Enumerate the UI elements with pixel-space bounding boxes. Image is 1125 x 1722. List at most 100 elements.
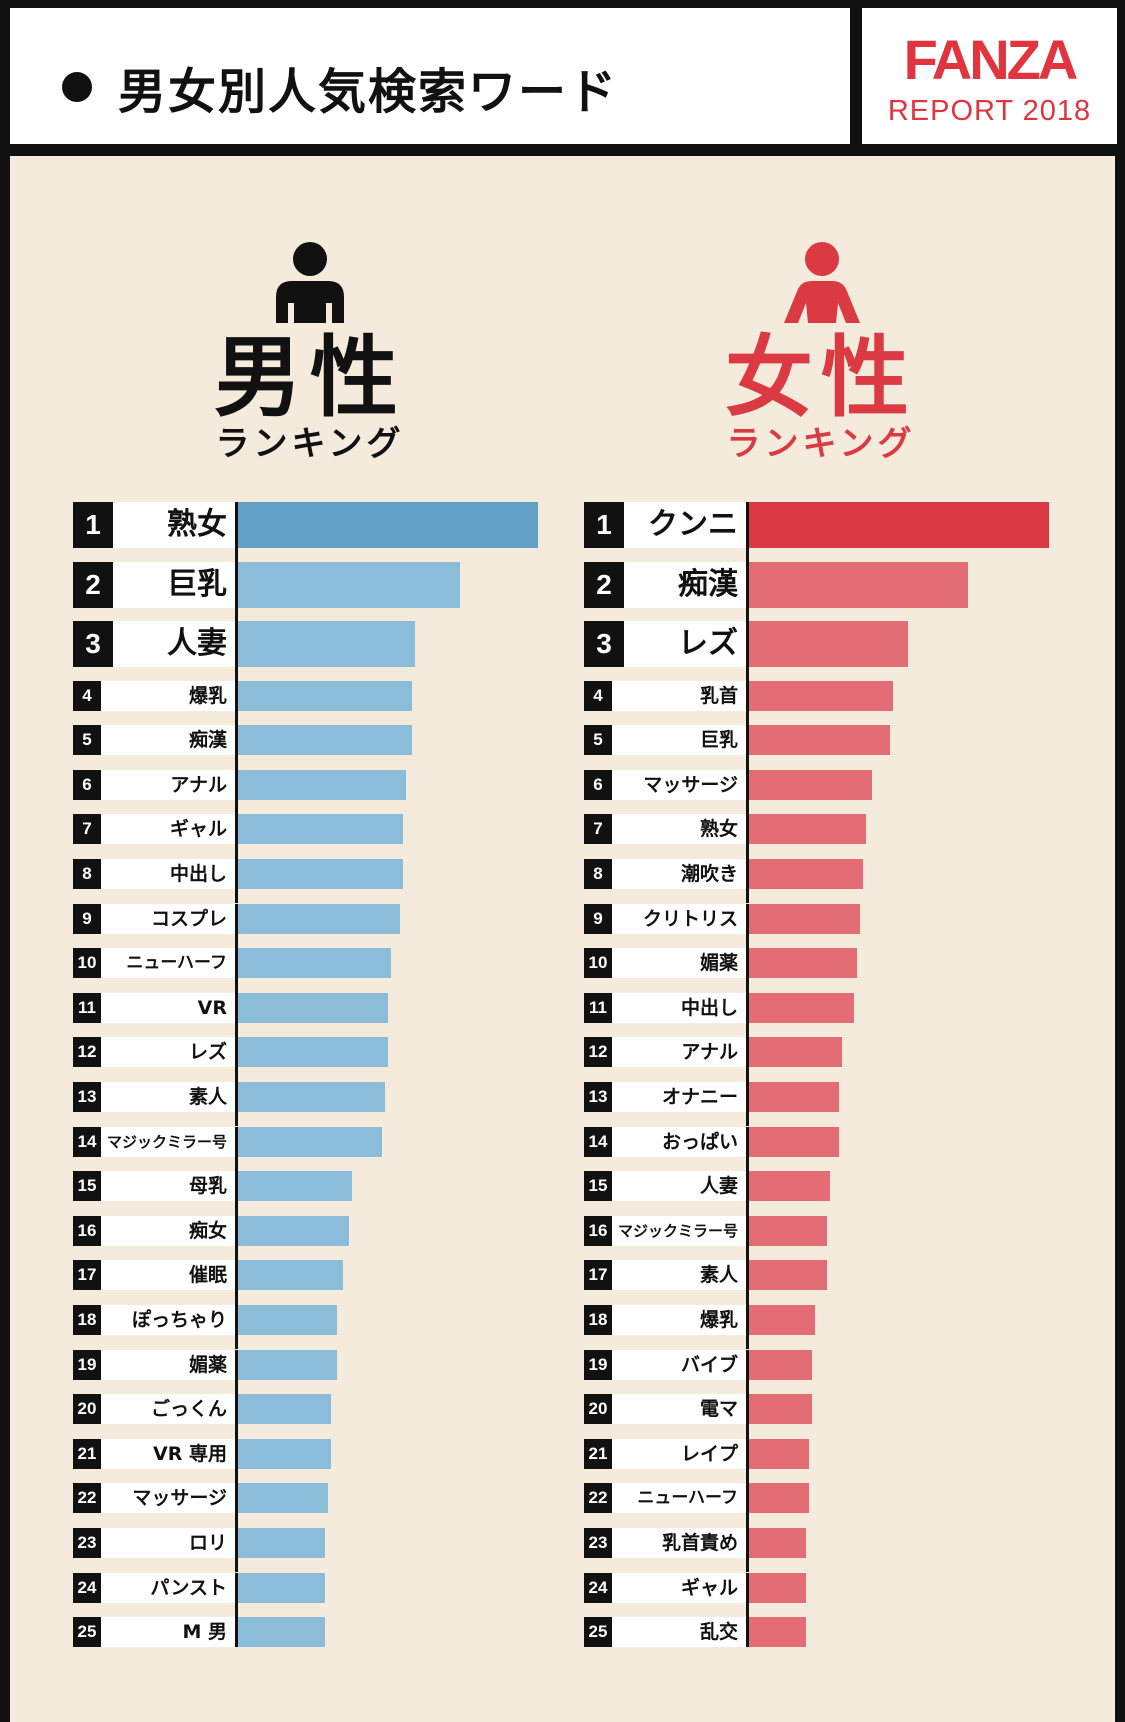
category-label: 乱交 xyxy=(612,1617,746,1648)
male-bar xyxy=(238,903,400,934)
category-label: 巨乳 xyxy=(113,561,235,608)
female-rank-row: 8 潮吹き xyxy=(584,858,1125,904)
female-bar xyxy=(749,561,968,608)
axis-line xyxy=(746,814,749,859)
male-bar xyxy=(238,858,403,889)
male-rank-row: 17 催眠 xyxy=(73,1260,673,1305)
male-bar xyxy=(238,1037,388,1068)
rank-number: 8 xyxy=(584,858,612,889)
rank-number: 9 xyxy=(73,903,101,934)
rank-number: 19 xyxy=(584,1349,612,1380)
category-label: 巨乳 xyxy=(612,725,746,756)
male-subheading: ランキング xyxy=(215,424,405,464)
male-bar xyxy=(238,725,412,756)
rank-number: 5 xyxy=(73,725,101,756)
axis-line xyxy=(235,725,238,770)
category-label: 爆乳 xyxy=(101,680,235,711)
female-bar xyxy=(749,1215,827,1246)
female-rank-row: 1 クンニ xyxy=(584,502,1125,562)
rank-number: 17 xyxy=(584,1260,612,1291)
rank-number: 13 xyxy=(584,1081,612,1112)
male-bar xyxy=(238,1394,331,1425)
category-label: ニューハーフ xyxy=(101,948,235,979)
male-rank-row: 9 コスプレ xyxy=(73,903,673,949)
female-bar xyxy=(749,1483,809,1514)
rank-number: 10 xyxy=(73,948,101,979)
category-label: 素人 xyxy=(101,1081,235,1112)
rank-number: 21 xyxy=(73,1438,101,1469)
axis-line xyxy=(746,1304,749,1350)
category-label: ごっくん xyxy=(101,1394,235,1425)
male-rank-row: 13 素人 xyxy=(73,1081,673,1127)
category-label: 熟女 xyxy=(113,502,235,548)
category-label: ニューハーフ xyxy=(612,1483,746,1514)
title-panel: 男女別人気検索ワード xyxy=(10,8,850,144)
female-rank-row: 15 人妻 xyxy=(584,1171,1125,1216)
category-label: 乳首 xyxy=(612,680,746,711)
axis-line xyxy=(235,1617,238,1648)
female-bar xyxy=(749,1304,815,1335)
rank-number: 1 xyxy=(584,502,624,548)
axis-line xyxy=(746,992,749,1038)
male-rank-row: 15 母乳 xyxy=(73,1171,673,1216)
female-rank-row: 24 ギャル xyxy=(584,1572,1125,1618)
axis-line xyxy=(235,1037,238,1082)
male-bar xyxy=(238,561,460,608)
female-bar xyxy=(749,992,854,1023)
axis-line xyxy=(746,1171,749,1216)
rank-number: 17 xyxy=(73,1260,101,1291)
category-label: 中出し xyxy=(612,992,746,1023)
rank-number: 23 xyxy=(73,1527,101,1558)
axis-line xyxy=(746,1349,749,1395)
rank-number: 3 xyxy=(73,621,113,667)
male-bar xyxy=(238,814,403,845)
female-rank-row: 23 乳首責め xyxy=(584,1527,1125,1573)
male-rank-row: 1 熟女 xyxy=(73,502,673,562)
rank-number: 12 xyxy=(73,1037,101,1068)
rank-number: 24 xyxy=(73,1572,101,1603)
male-rank-row: 23 ロリ xyxy=(73,1527,673,1573)
category-label: アナル xyxy=(101,769,235,800)
category-label: マッサージ xyxy=(612,769,746,800)
female-rank-row: 22 ニューハーフ xyxy=(584,1483,1125,1528)
female-bar xyxy=(749,621,908,667)
rank-number: 5 xyxy=(584,725,612,756)
female-bar xyxy=(749,769,872,800)
rank-number: 2 xyxy=(73,561,113,608)
female-rank-row: 18 爆乳 xyxy=(584,1304,1125,1350)
rank-number: 4 xyxy=(584,680,612,711)
male-rank-row: 21 VR 専用 xyxy=(73,1438,673,1484)
female-bar xyxy=(749,1572,806,1603)
category-label: ギャル xyxy=(101,814,235,845)
category-label: マッサージ xyxy=(101,1483,235,1514)
male-rank-row: 4 爆乳 xyxy=(73,680,673,726)
axis-line xyxy=(235,858,238,904)
category-label: VR xyxy=(101,992,235,1023)
male-rank-row: 10 ニューハーフ xyxy=(73,948,673,993)
female-bar xyxy=(749,725,890,756)
axis-line xyxy=(746,502,749,562)
category-label: レズ xyxy=(624,621,746,667)
female-rank-row: 20 電マ xyxy=(584,1394,1125,1439)
rank-number: 22 xyxy=(73,1483,101,1514)
male-person-icon xyxy=(276,242,344,323)
female-bar xyxy=(749,502,1049,548)
category-label: 素人 xyxy=(612,1260,746,1291)
rank-number: 2 xyxy=(584,561,624,608)
axis-line xyxy=(746,680,749,726)
category-label: オナニー xyxy=(612,1081,746,1112)
male-bar xyxy=(238,1215,349,1246)
category-label: 中出し xyxy=(101,858,235,889)
rank-number: 1 xyxy=(73,502,113,548)
rank-number: 11 xyxy=(73,992,101,1023)
axis-line xyxy=(235,814,238,859)
male-bar xyxy=(238,769,406,800)
female-bar xyxy=(749,1081,839,1112)
axis-line xyxy=(746,1483,749,1528)
axis-line xyxy=(746,1037,749,1082)
axis-line xyxy=(235,1394,238,1439)
female-rank-row: 6 マッサージ xyxy=(584,769,1125,815)
female-rank-row: 5 巨乳 xyxy=(584,725,1125,770)
female-bar xyxy=(749,1349,812,1380)
rank-number: 21 xyxy=(584,1438,612,1469)
